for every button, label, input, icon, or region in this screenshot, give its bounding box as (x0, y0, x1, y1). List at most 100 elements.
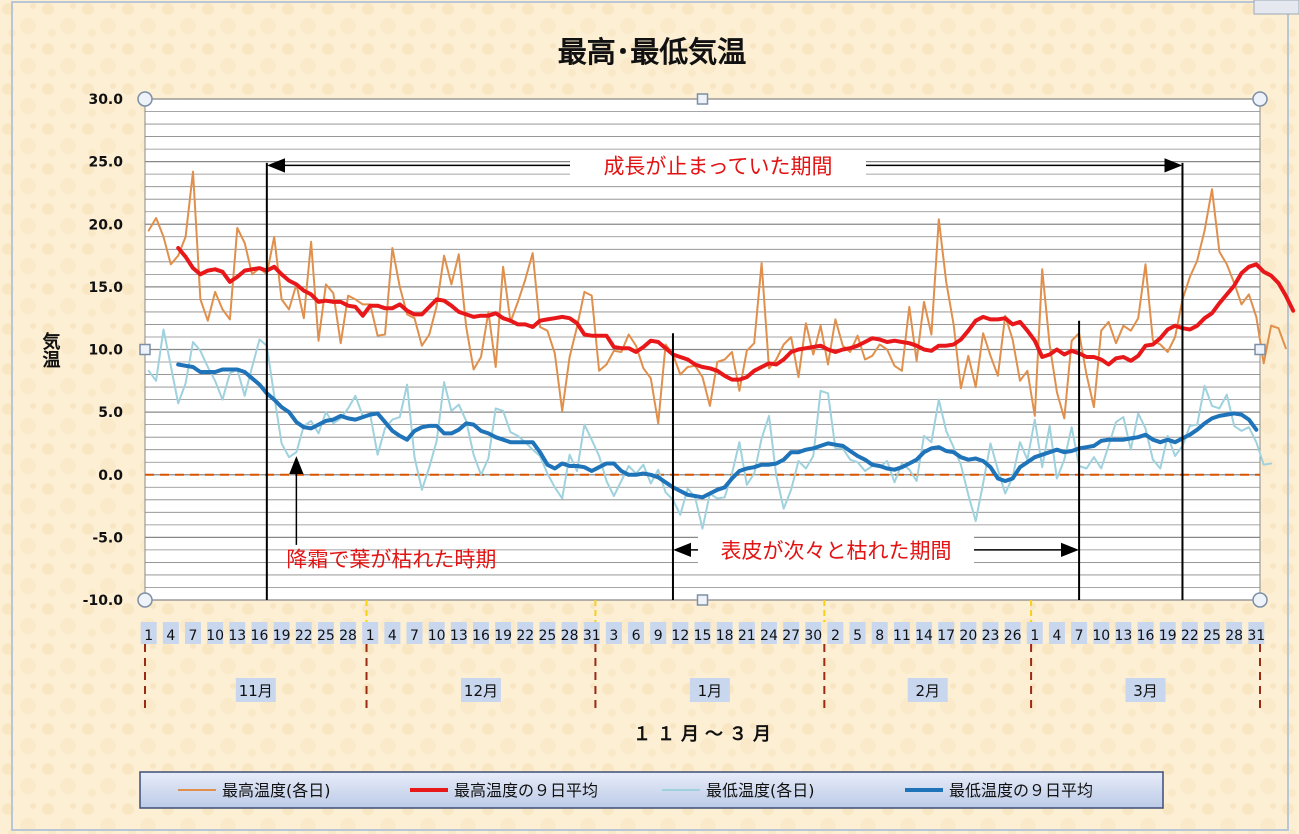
month-label-bg (689, 678, 730, 702)
day-tick-bg (207, 622, 224, 644)
day-tick-bg (650, 622, 667, 644)
day-tick-bg (893, 622, 910, 644)
y-tick-label: 30.0 (88, 92, 123, 108)
day-tick-label: 16 (1137, 628, 1155, 644)
day-tick-label: 21 (738, 628, 756, 644)
day-tick-label: 18 (716, 628, 734, 644)
day-tick-label: 7 (189, 628, 198, 644)
day-tick-bg (140, 622, 157, 644)
legend-label-4: 最低温度の９日平均 (949, 781, 1093, 800)
month-label-bg (1125, 678, 1166, 702)
y-tick-label: 5.0 (98, 405, 123, 421)
day-tick-label: 8 (875, 628, 884, 644)
growth-stopped-label: 成長が止まっていた期間 (603, 154, 832, 178)
day-tick-bg (805, 622, 822, 644)
day-tick-bg (184, 622, 201, 644)
day-tick-bg (561, 622, 578, 644)
resize-handle-side[interactable] (696, 594, 709, 606)
day-tick-bg (1248, 622, 1265, 644)
month-label: 2月 (915, 682, 940, 700)
day-tick-bg (760, 622, 777, 644)
chart-title: 最高･最低気温 (558, 35, 747, 69)
y-tick-label: 20.0 (88, 217, 123, 233)
growth-stopped-label-bg (570, 151, 866, 180)
day-tick-bg (1204, 622, 1221, 644)
day-tick-bg (450, 622, 467, 644)
day-tick-bg (1093, 622, 1110, 644)
day-tick-bg (1048, 622, 1065, 644)
day-tick-label: 26 (1004, 628, 1022, 644)
series-lines (147, 170, 1296, 530)
resize-handle-corner[interactable] (1252, 592, 1268, 608)
day-tick-label: 5 (853, 628, 862, 644)
y-axis: 30.0 25.0 20.0 15.0 10.0 5.0 0.0 -5.0 -10.0 (83, 92, 124, 609)
day-tick-bg (495, 622, 512, 644)
day-tick-bg (849, 622, 866, 644)
legend-label-1: 最高温度(各日) (222, 781, 331, 800)
bark-dying-label-bg (698, 535, 974, 564)
day-tick-label: 30 (804, 628, 822, 644)
month-label-bg (235, 678, 276, 702)
resize-handle-corner[interactable] (137, 592, 153, 608)
day-tick-bg (738, 622, 755, 644)
day-tick-bg (672, 622, 689, 644)
day-tick-label: 17 (937, 628, 955, 644)
corner-tab[interactable] (1253, 0, 1299, 15)
day-tick-bg (517, 622, 534, 644)
day-tick-label: 31 (1247, 628, 1265, 644)
day-tick-label: 13 (1114, 628, 1132, 644)
resize-handle-side[interactable] (1254, 343, 1266, 356)
day-tick-bg (916, 622, 933, 644)
day-tick-bg (982, 622, 999, 644)
day-tick-label: 25 (539, 628, 557, 644)
day-tick-label: 11 (893, 628, 911, 644)
y-axis-label: 気温 (40, 331, 61, 368)
day-tick-label: 28 (1225, 628, 1243, 644)
day-tick-label: 13 (228, 628, 246, 644)
month-label: 1月 (698, 682, 723, 700)
day-tick-bg (162, 622, 179, 644)
day-tick-bg (295, 622, 312, 644)
day-tick-label: 20 (959, 628, 977, 644)
day-tick-bg (716, 622, 733, 644)
day-tick-label: 25 (317, 628, 335, 644)
day-tick-bg (1026, 622, 1043, 644)
day-tick-label: 24 (760, 628, 778, 644)
selection-handles[interactable] (137, 91, 1268, 608)
day-tick-label: 1 (1030, 628, 1039, 644)
y-tick-label: 0.0 (98, 468, 123, 484)
day-tick-label: 19 (273, 628, 291, 644)
day-tick-bg (472, 622, 489, 644)
day-tick-bg (628, 622, 645, 644)
day-tick-label: 3 (609, 628, 618, 644)
day-tick-label: 23 (982, 628, 1000, 644)
day-tick-bg (938, 622, 955, 644)
resize-handle-corner[interactable] (137, 91, 153, 107)
day-tick-label: 16 (472, 628, 490, 644)
series-line-2 (176, 246, 1296, 382)
month-label-bg (907, 678, 948, 702)
day-tick-label: 7 (1075, 628, 1084, 644)
day-tick-label: 4 (166, 628, 175, 644)
day-tick-label: 22 (1181, 628, 1199, 644)
resize-handle-side[interactable] (139, 343, 151, 356)
day-tick-label: 7 (410, 628, 419, 644)
day-tick-bg (583, 622, 600, 644)
day-tick-bg (827, 622, 844, 644)
day-tick-bg (1226, 622, 1243, 644)
day-tick-label: 4 (1052, 628, 1061, 644)
month-label: 11月 (239, 682, 273, 700)
legend-label-3: 最低温度(各日) (706, 781, 815, 800)
plot-area: 30.0 25.0 20.0 15.0 10.0 5.0 0.0 -5.0 -10.0 (83, 91, 1296, 609)
day-tick-label: 4 (388, 628, 397, 644)
day-tick-label: 31 (583, 628, 601, 644)
resize-handle-corner[interactable] (1252, 91, 1268, 107)
day-tick-bg (1137, 622, 1154, 644)
resize-handle-side[interactable] (696, 93, 709, 105)
y-tick-label: -5.0 (92, 530, 123, 546)
day-tick-bg (273, 622, 290, 644)
frost-label: 降霜で葉が枯れた時期 (286, 547, 496, 571)
month-label-bg (460, 678, 501, 702)
day-tick-label: 19 (1159, 628, 1177, 644)
